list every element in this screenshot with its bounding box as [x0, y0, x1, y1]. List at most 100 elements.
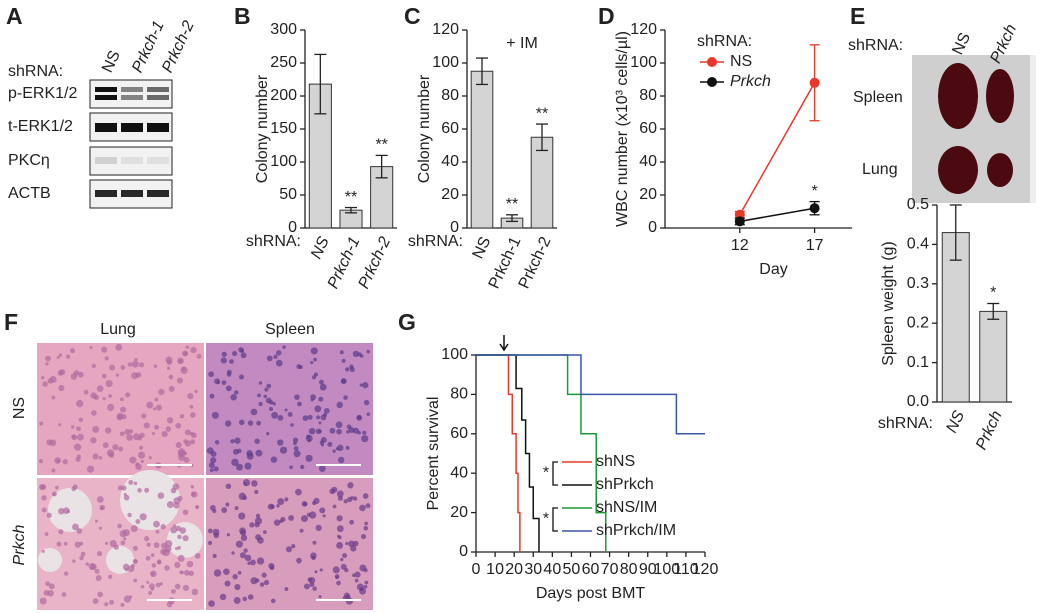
nucleus — [133, 578, 138, 583]
band — [95, 157, 117, 164]
series-line — [739, 82, 816, 216]
nucleus — [240, 529, 247, 536]
nucleus — [104, 427, 112, 434]
nucleus — [240, 349, 244, 353]
y-tick-label: 50 — [279, 186, 297, 203]
nucleus — [119, 397, 124, 402]
nucleus — [364, 580, 369, 585]
nucleus — [256, 557, 265, 565]
ruler — [1030, 55, 1036, 203]
nucleus — [189, 404, 194, 409]
nucleus — [362, 430, 367, 435]
nucleus — [293, 446, 299, 451]
nucleus — [212, 528, 220, 536]
nucleus — [172, 524, 177, 528]
band — [95, 123, 117, 132]
nucleus — [224, 580, 231, 587]
nucleus — [270, 456, 278, 463]
bracket — [552, 507, 558, 532]
x-tick-label: 0 — [472, 561, 481, 578]
nucleus — [135, 463, 142, 470]
nucleus — [144, 487, 150, 493]
nucleus — [313, 497, 320, 505]
nucleus — [105, 380, 113, 388]
nucleus — [314, 570, 318, 574]
x-tick-label: 12 — [731, 237, 749, 254]
nucleus — [277, 415, 284, 421]
nucleus — [229, 359, 234, 364]
nucleus — [44, 532, 49, 537]
y-tick-label: 0.5 — [907, 196, 929, 213]
nucleus — [93, 394, 99, 401]
nucleus — [359, 383, 363, 387]
nucleus — [212, 553, 217, 558]
nucleus — [148, 590, 153, 595]
nucleus — [315, 524, 322, 532]
nucleus — [109, 364, 115, 371]
nucleus — [349, 367, 355, 373]
y-tick-label: 40 — [639, 153, 657, 170]
nucleus — [234, 583, 241, 591]
nucleus — [337, 456, 345, 464]
nucleus — [175, 422, 182, 429]
nucleus — [51, 468, 56, 473]
nucleus — [196, 353, 202, 359]
nucleus — [299, 528, 304, 533]
nucleus — [213, 466, 219, 472]
nucleus — [45, 362, 49, 366]
y-tick-label: 40 — [450, 464, 468, 481]
nucleus — [306, 512, 312, 517]
nucleus — [316, 415, 321, 420]
nucleus — [42, 381, 48, 387]
nucleus — [329, 427, 336, 434]
y-tick-label: 60 — [441, 120, 459, 137]
nucleus — [345, 541, 349, 546]
nucleus — [187, 393, 194, 400]
y-tick-label: 20 — [450, 504, 468, 521]
nucleus — [48, 583, 55, 590]
bar — [979, 310, 1008, 403]
nucleus — [310, 347, 318, 355]
nucleus — [354, 578, 359, 583]
nucleus — [335, 447, 340, 451]
nucleus — [264, 387, 269, 392]
nucleus — [102, 397, 106, 401]
nucleus — [343, 499, 348, 504]
nucleus — [336, 428, 342, 435]
nucleus — [266, 431, 270, 436]
nucleus — [362, 382, 369, 389]
nucleus — [256, 420, 262, 426]
x-tick-label: Prkch — [973, 408, 1006, 452]
nucleus — [318, 379, 324, 385]
y-tick-label: 100 — [270, 153, 297, 170]
nucleus — [345, 445, 350, 450]
nucleus — [95, 575, 102, 581]
significance: * — [811, 183, 817, 200]
nucleus — [212, 508, 217, 514]
nucleus — [164, 565, 170, 571]
y-tick-label: 0 — [450, 219, 459, 236]
nucleus — [303, 502, 308, 507]
nucleus — [237, 570, 242, 575]
nucleus — [221, 380, 227, 386]
nucleus — [254, 438, 260, 444]
nucleus — [120, 602, 125, 607]
nucleus — [123, 537, 127, 541]
nucleus — [92, 425, 100, 433]
nucleus — [307, 439, 311, 443]
photo-header: shRNA: — [848, 37, 903, 54]
y-tick-label: 0.2 — [907, 314, 929, 331]
nucleus — [86, 465, 95, 473]
nucleus — [76, 454, 81, 459]
x-tick-label: NS — [308, 234, 333, 262]
nucleus — [143, 422, 150, 429]
nucleus — [341, 358, 346, 363]
nucleus — [109, 599, 115, 605]
point — [734, 216, 745, 227]
legend-label: shNS/IM — [596, 499, 657, 516]
nucleus — [347, 482, 354, 489]
error-bar — [345, 206, 357, 214]
nucleus — [156, 559, 162, 565]
nucleus — [220, 357, 227, 364]
nucleus — [99, 504, 106, 511]
